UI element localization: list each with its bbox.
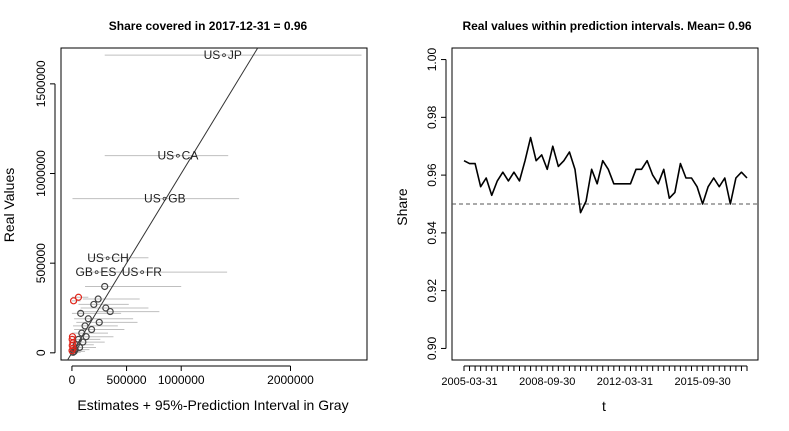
share-series-line [463,136,748,214]
left-y-axis-label: Real Values [1,168,17,242]
x-tick-label: 2015-09-30 [674,376,730,388]
y-tick-label: 0.96 [425,163,439,187]
x-tick-label: 2012-03-31 [597,376,653,388]
covered-point [90,300,98,309]
right-chart-title: Real values within prediction intervals.… [462,19,751,33]
y-tick-label: 0.94 [425,221,439,245]
point-label: US∘JP [204,48,242,62]
right-x-axis: 2005-03-31 2008-09-30 2012-03-31 2015-09-30 [441,365,748,388]
x-tick-label: 0 [69,373,76,387]
point-label: GB∘ES [76,265,117,279]
covered-point [102,304,110,312]
covered-point [79,338,87,346]
right-y-axis-label: Share [394,188,410,226]
covered-point [82,333,90,341]
y-tick-label: 0.90 [425,336,439,360]
covered-point [95,318,103,326]
y-tick-label: 0.98 [425,105,439,129]
right-x-axis-label: t [602,398,606,414]
x-tick-label: 2005-03-31 [441,376,497,388]
diagonal-reference-line [67,47,259,361]
y-tick-label: 1.00 [425,48,439,72]
x-tick-label: 2000000 [267,373,314,387]
right-panel: Real values within prediction intervals.… [394,19,759,414]
uncovered-point [74,293,83,301]
data-points [68,282,114,356]
point-label: US∘CH [87,251,129,265]
covered-point [84,315,92,323]
x-tick-label: 1000000 [158,373,205,387]
covered-point [78,329,86,337]
covered-point [81,322,89,330]
x-tick-label: 2008-09-30 [519,376,575,388]
y-tick-label: 500000 [34,243,48,283]
left-panel: Share covered in 2017-12-31 = 0.96 US∘JP… [1,19,368,413]
left-chart-title: Share covered in 2017-12-31 = 0.96 [109,19,308,33]
uncovered-point [69,339,77,347]
point-label: US∘FR [122,265,163,279]
covered-point [94,295,102,303]
uncovered-point [69,297,78,305]
left-x-axis: 0 500000 1000000 2000000 [69,365,314,387]
interval-bars [71,54,362,353]
y-tick-label: 0 [34,349,48,356]
right-y-axis: 0.90 0.92 0.94 0.96 0.98 1.00 [425,48,447,360]
left-x-axis-label: Estimates + 95%-Prediction Interval in G… [77,397,348,413]
y-tick-label: 1500000 [34,60,48,107]
uncovered-point [68,347,76,355]
covered-point [77,309,85,317]
point-label: US∘CA [158,149,199,163]
covered-point [106,307,114,316]
point-label: US∘GB [144,192,186,206]
x-tick-label: 500000 [107,373,147,387]
left-plot-frame [60,47,368,361]
y-tick-label: 0.92 [425,279,439,303]
covered-point [101,282,109,291]
left-y-axis: 0 500000 1000000 1500000 [34,60,56,356]
covered-point [87,325,96,334]
y-tick-label: 1000000 [34,150,48,197]
